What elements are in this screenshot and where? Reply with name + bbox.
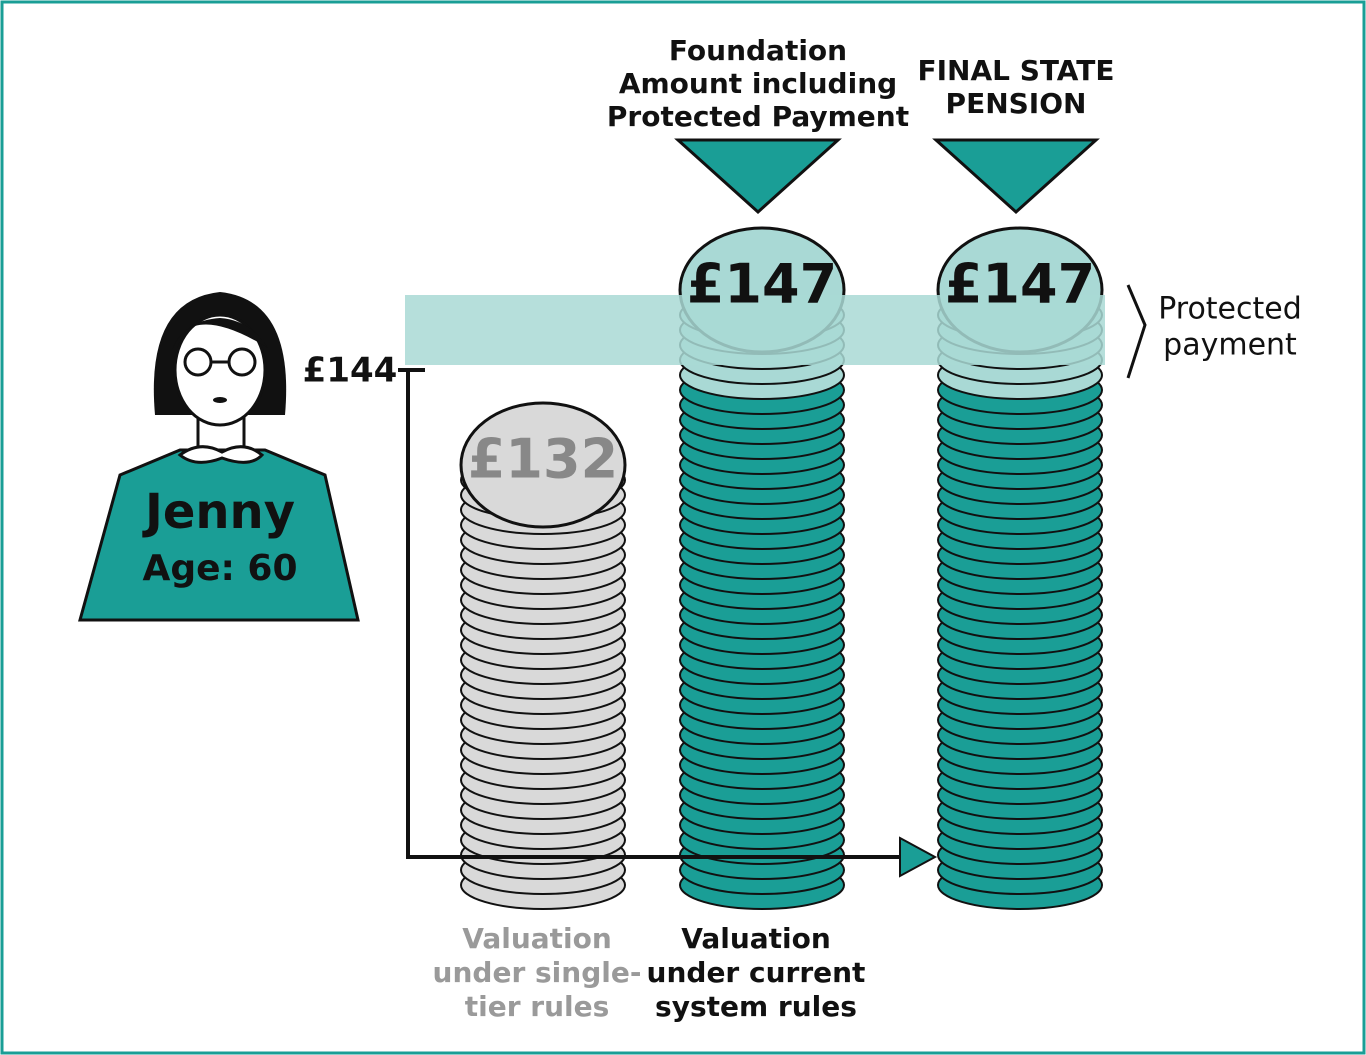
stack-header: Foundation [669,34,847,67]
annotation: Protected [1158,292,1302,327]
threshold-label: £144 [303,351,398,391]
stack-header: PENSION [946,87,1087,120]
stack-caption: under current [647,956,866,989]
protected-band [405,295,1105,365]
stack-caption: Valuation [462,922,612,955]
stack-header: Protected Payment [607,100,909,133]
stack-value: £147 [945,253,1095,316]
annotation: payment [1163,328,1297,363]
coin-top [459,401,627,529]
person-name: Jenny [142,484,295,540]
stack-caption: under single- [433,956,642,989]
stack-header: FINAL STATE [917,54,1114,87]
stack-caption: system rules [655,990,857,1023]
stack-value: £132 [468,428,618,491]
stack-value: £147 [687,253,837,316]
pointer [674,138,842,215]
brace [1126,284,1147,379]
axis-line [406,370,900,859]
pointer [932,138,1100,215]
person [78,292,360,622]
arrow-head [899,836,938,878]
coin-stacks [459,226,1104,910]
stack-caption: tier rules [465,990,610,1023]
stack-caption: Valuation [681,922,831,955]
stack-header: Amount including [619,67,897,100]
person-age: Age: 60 [142,548,297,589]
